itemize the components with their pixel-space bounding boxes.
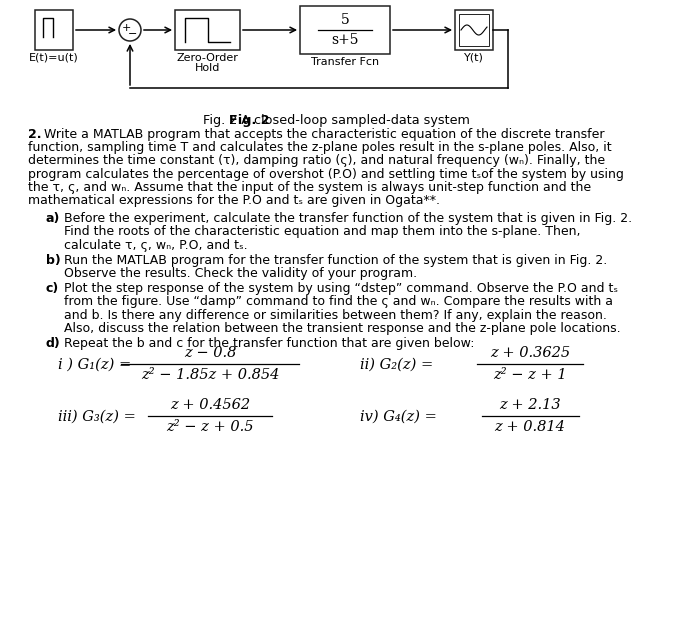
Text: 5: 5 <box>341 13 349 27</box>
Text: b): b) <box>46 254 61 267</box>
Text: Zero-Order: Zero-Order <box>176 53 238 63</box>
Text: from the figure. Use “damp” command to find the ς and wₙ. Compare the results wi: from the figure. Use “damp” command to f… <box>64 295 613 308</box>
Text: s+5: s+5 <box>331 33 359 47</box>
Text: Y(t): Y(t) <box>464 53 484 63</box>
Bar <box>459 14 489 46</box>
Text: mathematical expressions for the P.O and tₛ are given in Ogata**.: mathematical expressions for the P.O and… <box>28 194 440 207</box>
Text: iii) G₃(z) =: iii) G₃(z) = <box>58 409 136 423</box>
Text: z + 0.4562: z + 0.4562 <box>170 398 250 412</box>
Text: Fig. 2: Fig. 2 <box>229 114 270 127</box>
Text: z² − z + 0.5: z² − z + 0.5 <box>166 420 254 435</box>
Text: iv) G₄(z) =: iv) G₄(z) = <box>360 409 437 423</box>
Text: Before the experiment, calculate the transfer function of the system that is giv: Before the experiment, calculate the tra… <box>64 212 632 225</box>
Bar <box>35 10 73 50</box>
Text: Observe the results. Check the validity of your program.: Observe the results. Check the validity … <box>64 267 417 280</box>
Text: determines the time constant (τ), damping ratio (ς), and natural frequency (wₙ).: determines the time constant (τ), dampin… <box>28 154 605 167</box>
Text: +: + <box>121 23 131 33</box>
Text: z² − z + 1: z² − z + 1 <box>493 368 567 382</box>
Text: z + 0.3625: z + 0.3625 <box>490 346 570 360</box>
Text: Write a MATLAB program that accepts the characteristic equation of the discrete : Write a MATLAB program that accepts the … <box>44 128 604 141</box>
Text: Repeat the b and c for the transfer function that are given below:: Repeat the b and c for the transfer func… <box>64 337 474 350</box>
Text: and b. Is there any difference or similarities between them? If any, explain the: and b. Is there any difference or simila… <box>64 308 607 322</box>
Bar <box>175 10 240 50</box>
Text: ii) G₂(z) =: ii) G₂(z) = <box>360 357 433 371</box>
Bar <box>455 10 493 50</box>
Text: z² − 1.85z + 0.854: z² − 1.85z + 0.854 <box>141 368 279 382</box>
Text: d): d) <box>46 337 61 350</box>
Text: function, sampling time T and calculates the z-plane poles result in the s-plane: function, sampling time T and calculates… <box>28 141 612 154</box>
Text: Transfer Fcn: Transfer Fcn <box>311 57 379 67</box>
Text: 2.: 2. <box>28 128 42 141</box>
Circle shape <box>119 19 141 41</box>
Text: Hold: Hold <box>194 63 220 73</box>
Text: i ) G₁(z) =: i ) G₁(z) = <box>58 357 131 371</box>
Text: Plot the step response of the system by using “dstep” command. Observe the P.O a: Plot the step response of the system by … <box>64 282 618 295</box>
Text: Run the MATLAB program for the transfer function of the system that is given in : Run the MATLAB program for the transfer … <box>64 254 607 267</box>
Text: z + 0.814: z + 0.814 <box>495 420 565 435</box>
Bar <box>300 6 390 54</box>
Text: c): c) <box>46 282 59 295</box>
Text: z − 0.8: z − 0.8 <box>184 346 236 360</box>
Text: Find the roots of the characteristic equation and map them into the s-plane. The: Find the roots of the characteristic equ… <box>64 225 581 238</box>
Text: program calculates the percentage of overshot (P.O) and settling time tₛof the s: program calculates the percentage of ove… <box>28 167 624 181</box>
Text: Fig. 2 A closed-loop sampled-data system: Fig. 2 A closed-loop sampled-data system <box>203 114 470 127</box>
Text: E(t)=u(t): E(t)=u(t) <box>29 53 79 63</box>
Text: −: − <box>129 29 138 39</box>
Text: z + 2.13: z + 2.13 <box>499 398 561 412</box>
Text: the τ, ς, and wₙ. Assume that the input of the system is always unit-step functi: the τ, ς, and wₙ. Assume that the input … <box>28 181 591 194</box>
Text: a): a) <box>46 212 61 225</box>
Text: Also, discuss the relation between the transient response and the z-plane pole l: Also, discuss the relation between the t… <box>64 322 621 335</box>
Text: calculate τ, ς, wₙ, P.O, and tₛ.: calculate τ, ς, wₙ, P.O, and tₛ. <box>64 239 248 251</box>
